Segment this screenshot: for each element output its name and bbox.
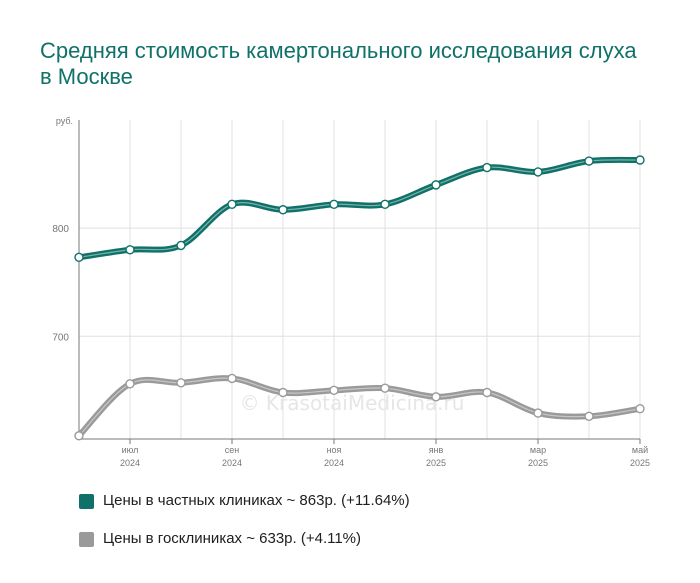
x-tick-year-label: 2024 <box>324 458 344 468</box>
x-tick-year-label: 2025 <box>630 458 650 468</box>
legend-item-public: Цены в госклиниках ~ 633р. (+4.11%) <box>79 525 599 553</box>
private-clinics-point <box>482 162 492 173</box>
legend-swatch-public <box>79 531 94 547</box>
x-tick-month-label: май <box>632 445 648 455</box>
private-clinics-point <box>227 199 237 210</box>
public-clinics-point <box>635 404 645 414</box>
x-tick-month-label: сен <box>225 445 240 455</box>
public-clinics-point <box>227 373 237 384</box>
legend-label-private: Цены в частных клиниках ~ 863р. (+11.64%… <box>103 492 410 509</box>
public-clinics-point <box>74 431 84 441</box>
y-axis-unit-label: руб. <box>56 116 73 126</box>
chart-title: Средняя стоимость камертонального исслед… <box>40 38 637 89</box>
private-clinics-point <box>431 180 441 190</box>
private-clinics-point <box>584 156 594 166</box>
x-tick-month-label: июл <box>122 445 139 455</box>
private-clinics-line-highlight <box>78 159 641 258</box>
x-tick-month-label: янв <box>429 445 444 455</box>
x-tick-year-label: 2024 <box>222 458 242 468</box>
legend-swatch-private <box>79 493 94 509</box>
x-tick-month-label: ноя <box>327 445 342 455</box>
x-tick-year-label: 2025 <box>426 458 446 468</box>
private-clinics-point <box>176 240 186 251</box>
legend-item-private: Цены в частных клиниках ~ 863р. (+11.64%… <box>79 487 599 515</box>
private-clinics-point <box>329 199 339 210</box>
x-tick-month-label: мар <box>530 445 546 455</box>
public-clinics-point <box>176 378 186 388</box>
public-clinics-point <box>329 385 339 396</box>
legend-label-public: Цены в госклиниках ~ 633р. (+4.11%) <box>103 530 362 547</box>
y-tick-label: 700 <box>52 332 69 343</box>
public-clinics-point <box>584 411 594 421</box>
private-clinics-line <box>76 156 643 261</box>
public-clinics-point <box>431 392 441 402</box>
chart-legend: Цены в частных клиниках ~ 863р. (+11.64%… <box>79 487 599 563</box>
private-clinics-point <box>74 252 84 263</box>
public-clinics-point <box>482 387 492 398</box>
public-clinics-point <box>533 408 543 418</box>
private-clinics-point <box>380 199 390 210</box>
x-tick-year-label: 2024 <box>120 458 140 468</box>
x-tick-year-label: 2025 <box>528 458 548 468</box>
private-clinics-point <box>533 167 543 177</box>
private-clinics-point <box>125 245 135 255</box>
y-tick-label: 800 <box>52 224 69 235</box>
public-clinics-point <box>125 379 135 389</box>
public-clinics-point <box>278 387 288 398</box>
private-clinics-point <box>635 155 645 165</box>
public-clinics-point <box>380 383 390 393</box>
private-clinics-point <box>278 205 288 215</box>
